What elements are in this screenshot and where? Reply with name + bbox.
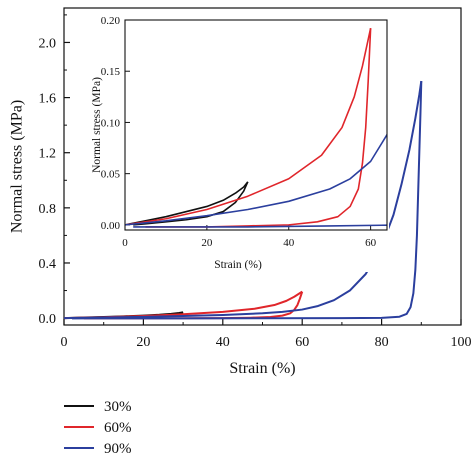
- inset-series-line-90pct-loading: [125, 132, 387, 226]
- inset-x-tick-label: 0: [122, 237, 128, 249]
- main-y-tick-label: 0.0: [39, 312, 57, 327]
- inset-y-tick-label: 0.15: [101, 66, 121, 78]
- main-y-tick-label: 1.6: [39, 92, 57, 107]
- legend-label-30pct: 30%: [104, 399, 132, 415]
- inset-x-tick-label: 60: [365, 237, 377, 249]
- main-y-tick-label: 0.8: [39, 202, 57, 217]
- main-y-axis-title: Normal stress (MPa): [9, 100, 26, 233]
- main-y-tick-label: 1.2: [39, 147, 57, 162]
- inset-series: [125, 28, 387, 228]
- inset-series-line-30pct-unloading: [133, 181, 249, 226]
- inset-y-ticks: 0.00 0.05 0.10 0.15 0.20: [101, 15, 130, 232]
- inset-x-tick-label: 40: [283, 237, 295, 249]
- inset-x-tick-label: 20: [201, 237, 213, 249]
- legend: 30% 60% 90%: [64, 399, 132, 457]
- inset-series-line-30pct-loading: [125, 181, 249, 226]
- inset-plot: 0 20 40 60 0.000.050.100.150.20 Strain (%) …: [85, 12, 389, 272]
- main-y-tick-label: 0.4: [39, 257, 57, 272]
- main-x-ticks: 0 20 40 60 80 100: [61, 319, 472, 350]
- inset-background: [85, 12, 389, 272]
- inset-y-axis-title: Normal stress (MPa): [91, 77, 103, 173]
- inset-y-tick-label: 0.20: [101, 15, 121, 27]
- inset-y-tick-label: 0.00: [101, 220, 121, 232]
- legend-label-90pct: 90%: [104, 441, 132, 457]
- inset-y-tick-label: 0.10: [101, 117, 121, 129]
- main-x-tick-label: 40: [216, 335, 230, 350]
- main-x-tick-label: 60: [295, 335, 309, 350]
- inset-series-line-60pct-loading: [125, 28, 372, 226]
- series-line-60pct-loading: [63, 290, 303, 320]
- main-y-tick-label: 2.0: [39, 36, 57, 51]
- main-x-tick-label: 80: [375, 335, 389, 350]
- main-plot: 0 20 40 60 80 100 0.0 0.4 0.8 1.2 1.6 2.0 Strain (…: [9, 7, 472, 377]
- main-series: [63, 80, 423, 320]
- main-x-tick-label: 100: [451, 335, 472, 350]
- main-x-tick-label: 20: [136, 335, 150, 350]
- inset-x-axis-title: Strain (%): [214, 259, 262, 271]
- inset-y-tick-label: 0.05: [101, 169, 121, 181]
- main-x-axis-title: Strain (%): [229, 360, 295, 377]
- inset-series-line-90pct-unloading: [133, 224, 387, 228]
- main-x-tick-label: 0: [61, 335, 68, 350]
- inset-frame: [124, 19, 388, 231]
- main-y-ticks: 0.0 0.4 0.8 1.2 1.6 2.0: [39, 14, 70, 327]
- series-line-90pct-loading: [63, 80, 423, 320]
- legend-label-60pct: 60%: [104, 420, 132, 436]
- series-line-90pct-unloading: [71, 81, 423, 320]
